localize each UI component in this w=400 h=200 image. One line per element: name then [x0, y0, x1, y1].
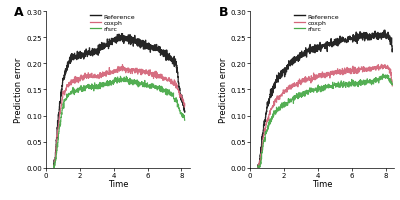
Y-axis label: Prediction error: Prediction error	[218, 57, 228, 123]
Legend: Reference, coxph, rfsrc: Reference, coxph, rfsrc	[294, 14, 340, 33]
Text: A: A	[14, 6, 24, 19]
X-axis label: Time: Time	[108, 179, 128, 188]
Legend: Reference, coxph, rfsrc: Reference, coxph, rfsrc	[89, 14, 135, 33]
X-axis label: Time: Time	[312, 179, 332, 188]
Text: B: B	[218, 6, 228, 19]
Y-axis label: Prediction error: Prediction error	[14, 57, 23, 123]
